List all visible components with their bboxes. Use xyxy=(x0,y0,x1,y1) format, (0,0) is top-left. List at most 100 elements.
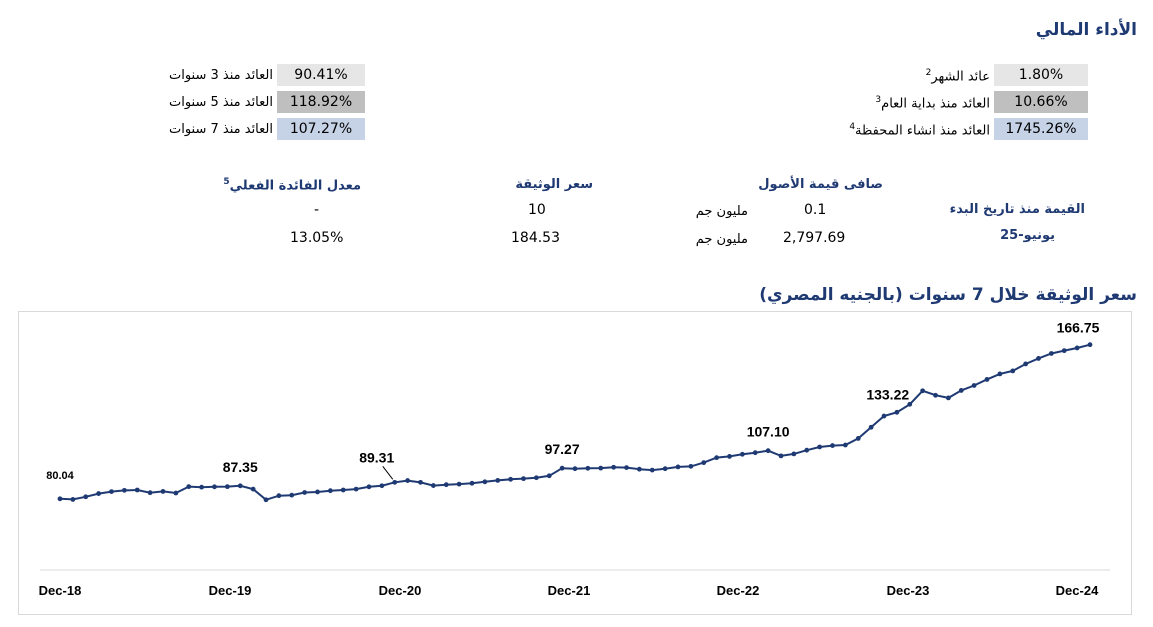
data-point xyxy=(1074,345,1080,351)
data-point xyxy=(894,409,900,415)
return-label-inception: العائد منذ انشاء المحفظة4 xyxy=(849,122,990,139)
data-point xyxy=(817,444,823,450)
data-point xyxy=(250,486,256,492)
x-ticks-group: Dec-18 Dec-19 Dec-20 Dec-21 Dec-22 Dec-23 Dec-… xyxy=(39,583,1099,598)
data-point xyxy=(572,466,578,472)
data-point xyxy=(933,392,938,398)
leader-line xyxy=(382,466,394,480)
data-point xyxy=(649,467,655,473)
data-point xyxy=(559,465,565,471)
data-point xyxy=(1010,368,1016,374)
data-point xyxy=(598,465,604,471)
data-point xyxy=(469,480,475,486)
chart-frame xyxy=(18,311,1132,615)
data-point xyxy=(456,481,462,487)
return-label-month: عائد الشهر2 xyxy=(925,68,990,85)
data-point xyxy=(212,484,217,490)
x-tick-label: Dec-24 xyxy=(1056,583,1099,598)
data-point xyxy=(881,413,887,419)
return-value-ytd: 10.66% xyxy=(994,91,1088,113)
data-point xyxy=(289,492,295,498)
data-point xyxy=(379,483,385,489)
data-point xyxy=(405,478,411,483)
value-since-start-header: القيمة منذ تاريخ البدء xyxy=(949,202,1085,217)
return-label-3y: العائد منذ 3 سنوات xyxy=(168,68,273,83)
data-point xyxy=(688,463,694,469)
data-point xyxy=(495,478,501,483)
page-title: الأداء المالي xyxy=(1035,20,1137,40)
data-point xyxy=(533,475,539,481)
data-point xyxy=(1087,342,1093,348)
data-point xyxy=(109,489,114,494)
data-point xyxy=(173,490,179,496)
data-point xyxy=(611,464,617,470)
data-point xyxy=(984,377,990,382)
data-point xyxy=(443,482,449,488)
data-point xyxy=(70,497,76,502)
data-point xyxy=(418,479,423,485)
data-point xyxy=(263,497,269,503)
data-point xyxy=(392,479,398,485)
point-label: 89.31 xyxy=(359,449,394,465)
point-label: 133.22 xyxy=(866,386,909,402)
data-point xyxy=(276,493,282,499)
x-tick-label: Dec-22 xyxy=(717,583,760,598)
data-point xyxy=(855,436,861,441)
x-tick-label: Dec-23 xyxy=(887,583,930,598)
point-labels-group: 80.04 87.35 89.31 97.27 107.10 133.22 166.75 xyxy=(46,320,1099,482)
x-tick-label: Dec-18 xyxy=(39,583,82,598)
data-point xyxy=(237,483,243,489)
data-point xyxy=(302,490,308,495)
data-point xyxy=(160,489,166,494)
data-point xyxy=(1048,351,1054,356)
data-point xyxy=(482,479,488,485)
data-point xyxy=(624,465,629,470)
point-label: 87.35 xyxy=(223,459,258,475)
data-point xyxy=(83,494,89,500)
data-point xyxy=(714,455,720,461)
chart-title: سعر الوثيقة خلال 7 سنوات (بالجنيه المصري… xyxy=(759,285,1137,305)
data-point xyxy=(752,450,758,456)
yield-current: 13.05% xyxy=(290,230,344,246)
data-point xyxy=(636,466,642,472)
return-value-7y: 107.27% xyxy=(277,118,365,140)
data-point xyxy=(353,486,359,492)
data-point xyxy=(971,383,977,388)
data-point xyxy=(842,442,848,448)
data-point xyxy=(765,448,771,454)
nav-start: 10 xyxy=(528,202,546,218)
data-point xyxy=(546,473,552,479)
point-label: 80.04 xyxy=(46,470,74,482)
data-point xyxy=(1036,356,1041,361)
yield-start: - xyxy=(314,202,320,218)
data-point xyxy=(945,395,951,401)
series-group xyxy=(57,342,1093,503)
data-point xyxy=(147,490,153,496)
return-label-5y: العائد منذ 5 سنوات xyxy=(168,95,273,110)
point-label: 97.27 xyxy=(545,441,580,457)
start-date: يونيو-25 xyxy=(1000,228,1055,243)
data-point xyxy=(585,465,591,471)
unit-label-current: مليون جم xyxy=(695,232,748,247)
data-point xyxy=(997,371,1003,377)
yield-header: معدل الفائدة الفعلي5 xyxy=(223,177,361,194)
data-point xyxy=(675,464,681,470)
data-point xyxy=(199,484,205,490)
data-point xyxy=(739,451,745,457)
data-point xyxy=(521,476,526,482)
data-point xyxy=(1023,361,1029,367)
data-point xyxy=(57,496,63,502)
return-value-5y: 118.92% xyxy=(277,91,365,113)
data-point xyxy=(701,460,707,466)
x-tick-label: Dec-20 xyxy=(379,583,422,598)
point-label: 166.75 xyxy=(1057,320,1100,336)
data-point xyxy=(134,487,140,493)
data-point xyxy=(830,443,835,448)
return-value-month: 1.80% xyxy=(994,64,1088,86)
return-label-ytd: العائد منذ بداية العام3 xyxy=(875,95,990,112)
net-assets-header: صافى قيمة الأصول xyxy=(758,177,883,192)
data-point xyxy=(315,489,320,495)
return-value-inception: 1745.26% xyxy=(994,118,1088,140)
unit-label-start: مليون جم xyxy=(695,204,748,219)
data-point xyxy=(907,401,913,407)
